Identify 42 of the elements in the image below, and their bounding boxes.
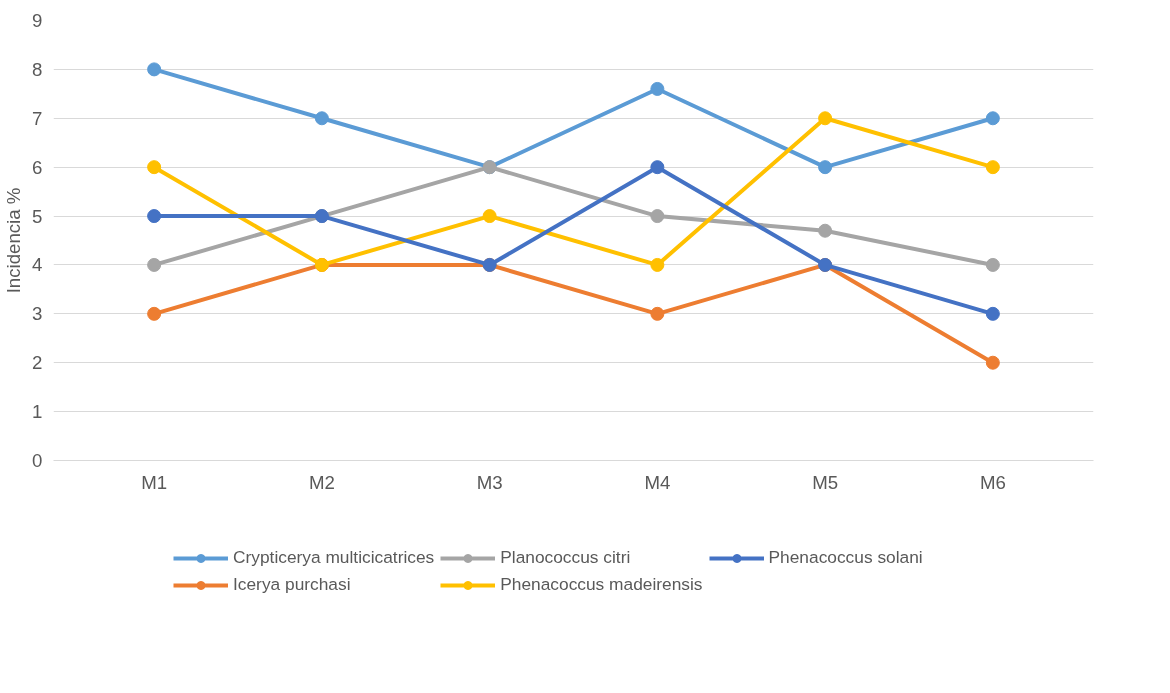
- point: [985, 111, 1000, 126]
- x-tick-label: M5: [812, 471, 839, 493]
- point: [985, 306, 1000, 321]
- y-axis-title: Incidencia %: [3, 187, 25, 294]
- y-tick-label: 2: [32, 352, 43, 374]
- point: [650, 209, 665, 224]
- y-tick-label: 1: [32, 401, 43, 423]
- legend-label: Phenacoccus solani: [768, 547, 924, 568]
- x-tick-label: M3: [476, 471, 503, 493]
- y-tick-label: 5: [32, 205, 43, 227]
- point: [650, 257, 665, 272]
- point: [482, 209, 497, 224]
- point: [818, 223, 833, 238]
- point: [147, 160, 162, 175]
- point: [314, 111, 329, 126]
- point: [985, 160, 1000, 175]
- point: [147, 62, 162, 77]
- point: [147, 306, 162, 321]
- y-tick-label: 0: [32, 450, 43, 471]
- point: [985, 257, 1000, 272]
- point: [650, 306, 665, 321]
- y-tick-label: 4: [32, 254, 43, 276]
- legend-label: Crypticerya multicicatrices: [233, 547, 435, 568]
- point: [818, 111, 833, 126]
- point: [650, 160, 665, 175]
- legend-label: Phenacoccus madeirensis: [500, 574, 703, 595]
- y-tick-label: 7: [32, 107, 43, 129]
- y-tick-label: 6: [32, 156, 43, 178]
- point: [985, 355, 1000, 370]
- x-tick-label: M4: [644, 471, 671, 493]
- y-tick-label: 9: [32, 10, 43, 31]
- point: [818, 160, 833, 175]
- legend-label: Icerya purchasi: [233, 574, 352, 595]
- legend-label: Planococcus citri: [500, 547, 632, 568]
- y-tick-label: 3: [32, 303, 43, 325]
- x-tick-label: M1: [141, 471, 168, 493]
- x-tick-label: M2: [308, 471, 335, 493]
- y-tick-label: 8: [32, 58, 43, 80]
- point: [650, 81, 665, 96]
- point: [147, 209, 162, 224]
- point: [147, 257, 162, 272]
- x-tick-label: M6: [979, 471, 1006, 493]
